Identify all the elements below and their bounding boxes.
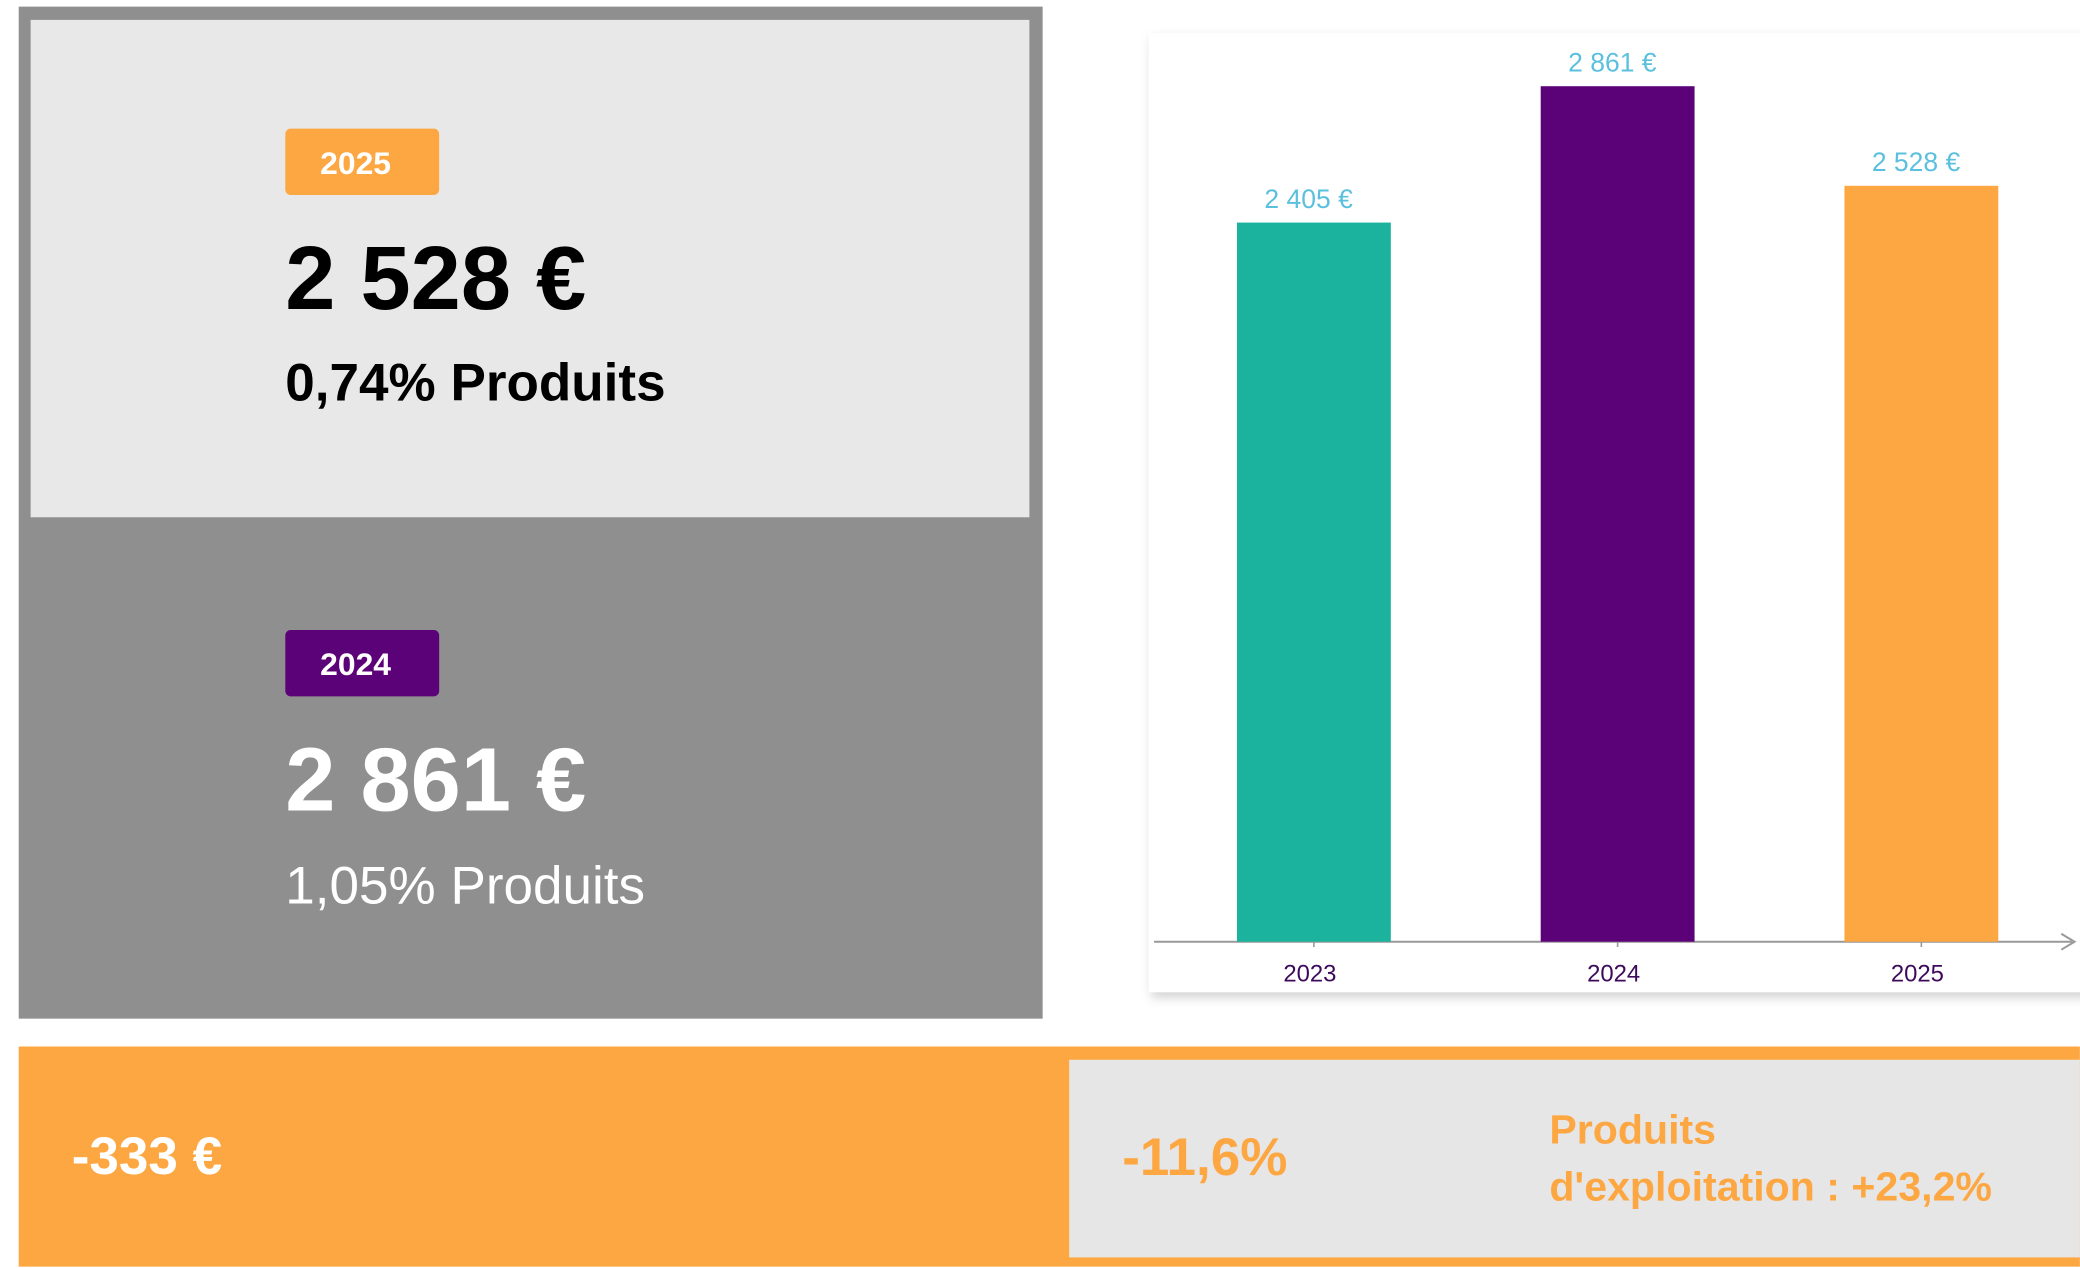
summary-box bbox=[1069, 1059, 2080, 1258]
badge bbox=[285, 630, 440, 697]
card-value: 2 528 € bbox=[285, 228, 586, 329]
card-note: 1,05% Produits bbox=[285, 856, 645, 915]
percent: -11,6% bbox=[1122, 1128, 1287, 1187]
badge-text: 2024 bbox=[320, 646, 391, 682]
axis-arrow bbox=[2060, 932, 2077, 951]
card-note: 0,74% Produits bbox=[285, 354, 665, 413]
card-value: 2 861 € bbox=[285, 729, 586, 830]
bar bbox=[1844, 185, 1999, 942]
summary-note: Produits bbox=[1549, 1106, 1716, 1152]
summary-note: d'exploitation : +23,2% bbox=[1549, 1163, 1992, 1209]
x-tick-label: 2025 bbox=[1891, 961, 1944, 988]
value-label: 2 861 € bbox=[1568, 48, 1657, 78]
badge bbox=[285, 128, 440, 195]
x-tick-label: 2023 bbox=[1283, 961, 1336, 988]
value-label: 2 528 € bbox=[1872, 147, 1961, 177]
x-tick-label: 2024 bbox=[1587, 961, 1640, 988]
bar-chart: 2023 2 405 € 2024 2 861 € 2025 2 528 € bbox=[1236, 48, 1999, 988]
difference: -333 € bbox=[72, 1127, 222, 1186]
value-label: 2 405 € bbox=[1264, 184, 1353, 214]
badge-text: 2025 bbox=[320, 145, 391, 181]
bar bbox=[1540, 86, 1695, 942]
current-card bbox=[30, 19, 1030, 518]
bar bbox=[1236, 222, 1391, 942]
